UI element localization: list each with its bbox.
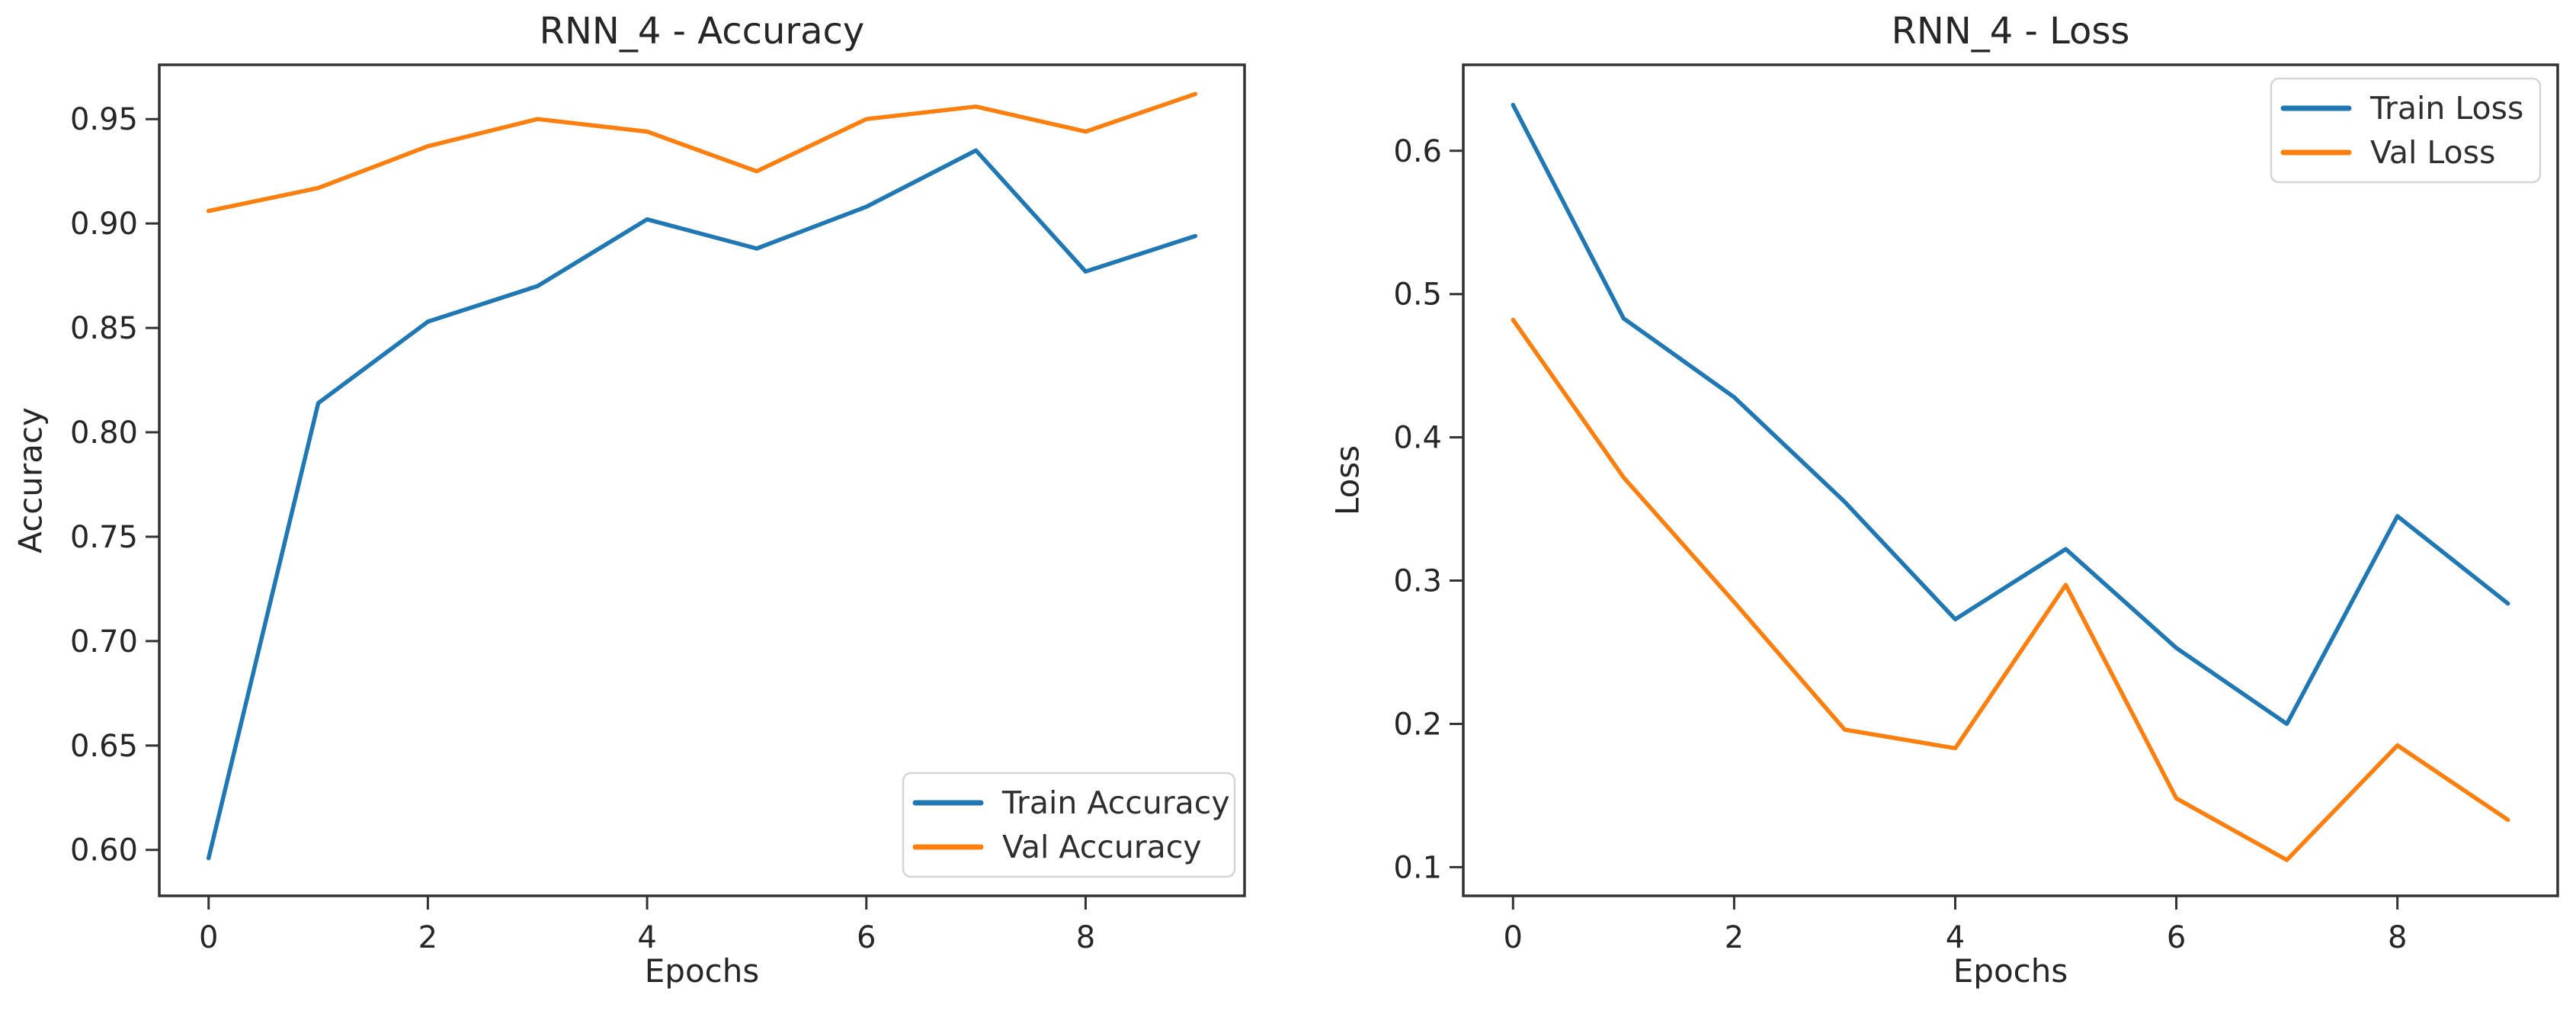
x-tick-label: 6 [2167, 920, 2186, 955]
y-tick-label: 0.65 [70, 729, 138, 764]
y-tick-label: 0.85 [70, 311, 138, 346]
loss-chart-title: RNN_4 - Loss [1891, 10, 2130, 53]
y-tick-label: 0.2 [1393, 707, 1442, 742]
loss-chart-panel: RNN_4 - Loss 0.1 0.2 0.3 0.4 0.5 0.6 0 2 4 6 8 Trai… [1288, 0, 2576, 1014]
x-tick-label: 0 [1504, 920, 1523, 955]
legend-entry-label: Train Loss [2369, 90, 2523, 127]
y-tick-label: 0.75 [70, 520, 138, 555]
y-tick-label: 0.60 [70, 833, 138, 868]
loss-plot-border [1462, 63, 2559, 897]
y-tick-label: 0.3 [1393, 564, 1442, 599]
y-tick-label: 0.80 [70, 416, 138, 451]
accuracy-chart-panel: RNN_4 - Accuracy 0.60 0.65 0.70 0.75 0.80 0.8… [11, 10, 1246, 990]
y-tick-label: 0.90 [70, 207, 138, 242]
x-tick-label: 2 [418, 920, 437, 955]
legend-box [2270, 77, 2542, 184]
x-tick-label: 6 [857, 920, 876, 955]
train-accuracy-line [206, 148, 1198, 861]
loss-y-axis-label: Loss [1328, 444, 1366, 516]
y-tick-label: 0.1 [1393, 850, 1442, 885]
loss-x-axis-label: Epochs [1953, 952, 2068, 990]
x-tick-label: 4 [637, 920, 656, 955]
x-tick-label: 8 [2388, 920, 2407, 955]
accuracy-plot: 0.60 0.65 0.70 0.75 0.80 0.85 0.90 0.95 0 2 4 6 8 Tra… [70, 63, 1246, 955]
val-accuracy-line [206, 91, 1198, 213]
y-tick-label: 0.6 [1393, 134, 1442, 169]
y-tick-label: 0.70 [70, 624, 138, 659]
legend-entry-label: Val Accuracy [1002, 829, 1202, 865]
accuracy-y-axis-label: Accuracy [11, 407, 50, 554]
train-loss-line [1511, 102, 2510, 727]
val-loss-line [1511, 317, 2510, 862]
y-tick-label: 0.95 [70, 102, 138, 137]
x-tick-label: 0 [199, 920, 218, 955]
accuracy-legend: Train Accuracy Val Accuracy [902, 772, 1236, 878]
legend-box [902, 772, 1236, 878]
accuracy-x-axis-label: Epochs [644, 952, 760, 990]
x-tick-label: 8 [1076, 920, 1095, 955]
legend-entry-label: Val Loss [2370, 134, 2495, 171]
y-tick-label: 0.4 [1393, 421, 1442, 456]
loss-plot: 0.1 0.2 0.3 0.4 0.5 0.6 0 2 4 6 8 Train Loss Val Los… [1393, 63, 2559, 955]
accuracy-plot-border [158, 63, 1246, 897]
y-tick-label: 0.5 [1393, 278, 1442, 313]
loss-legend: Train Loss Val Loss [2270, 77, 2542, 184]
legend-entry-label: Train Accuracy [1001, 785, 1230, 821]
x-tick-label: 4 [1946, 920, 1965, 955]
accuracy-chart-title: RNN_4 - Accuracy [539, 10, 865, 53]
x-tick-label: 2 [1725, 920, 1744, 955]
